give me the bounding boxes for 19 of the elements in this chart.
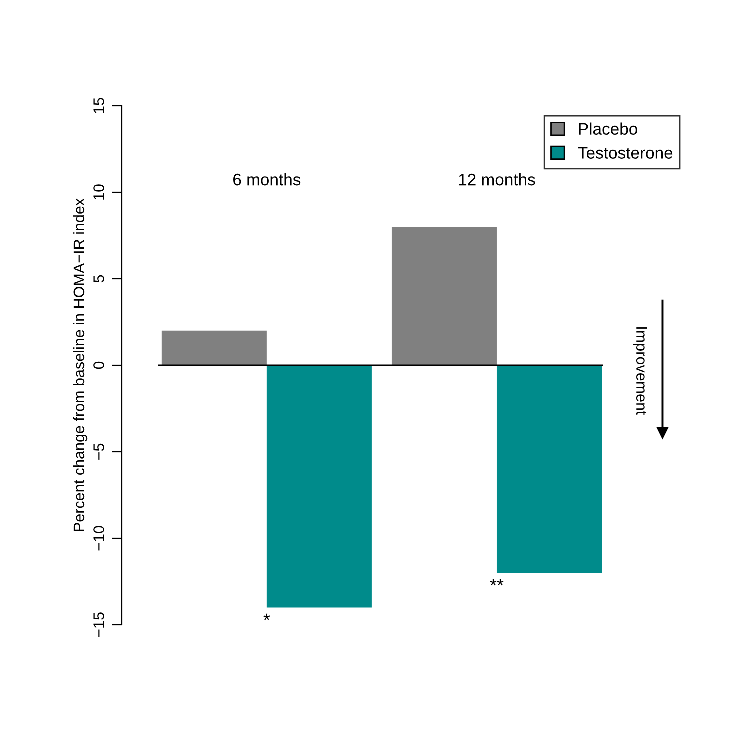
y-tick-label: 0 bbox=[94, 362, 104, 370]
x-tick-label: 6 months bbox=[234, 173, 301, 186]
bar bbox=[162, 330, 267, 366]
legend-label: Testosterone bbox=[578, 147, 673, 159]
legend-label: Placebo bbox=[579, 122, 638, 135]
y-tick-label: −15 bbox=[94, 612, 104, 638]
annotation: ** bbox=[490, 579, 504, 586]
y-tick-label: 15 bbox=[94, 98, 104, 114]
text: Improvement bbox=[633, 328, 648, 416]
y-tick-label: 10 bbox=[94, 184, 104, 200]
y-tick-label: −10 bbox=[94, 526, 104, 551]
annotation: * bbox=[264, 614, 270, 620]
bar bbox=[392, 227, 497, 366]
bar bbox=[496, 366, 602, 574]
y-tick-label: −5 bbox=[94, 444, 104, 460]
x-tick-label: 12 months bbox=[459, 173, 536, 186]
y-tick-label: 5 bbox=[94, 275, 104, 283]
bar bbox=[266, 366, 372, 608]
y-axis-title: Percent change from baseline in HOMA−IR index bbox=[73, 198, 88, 532]
